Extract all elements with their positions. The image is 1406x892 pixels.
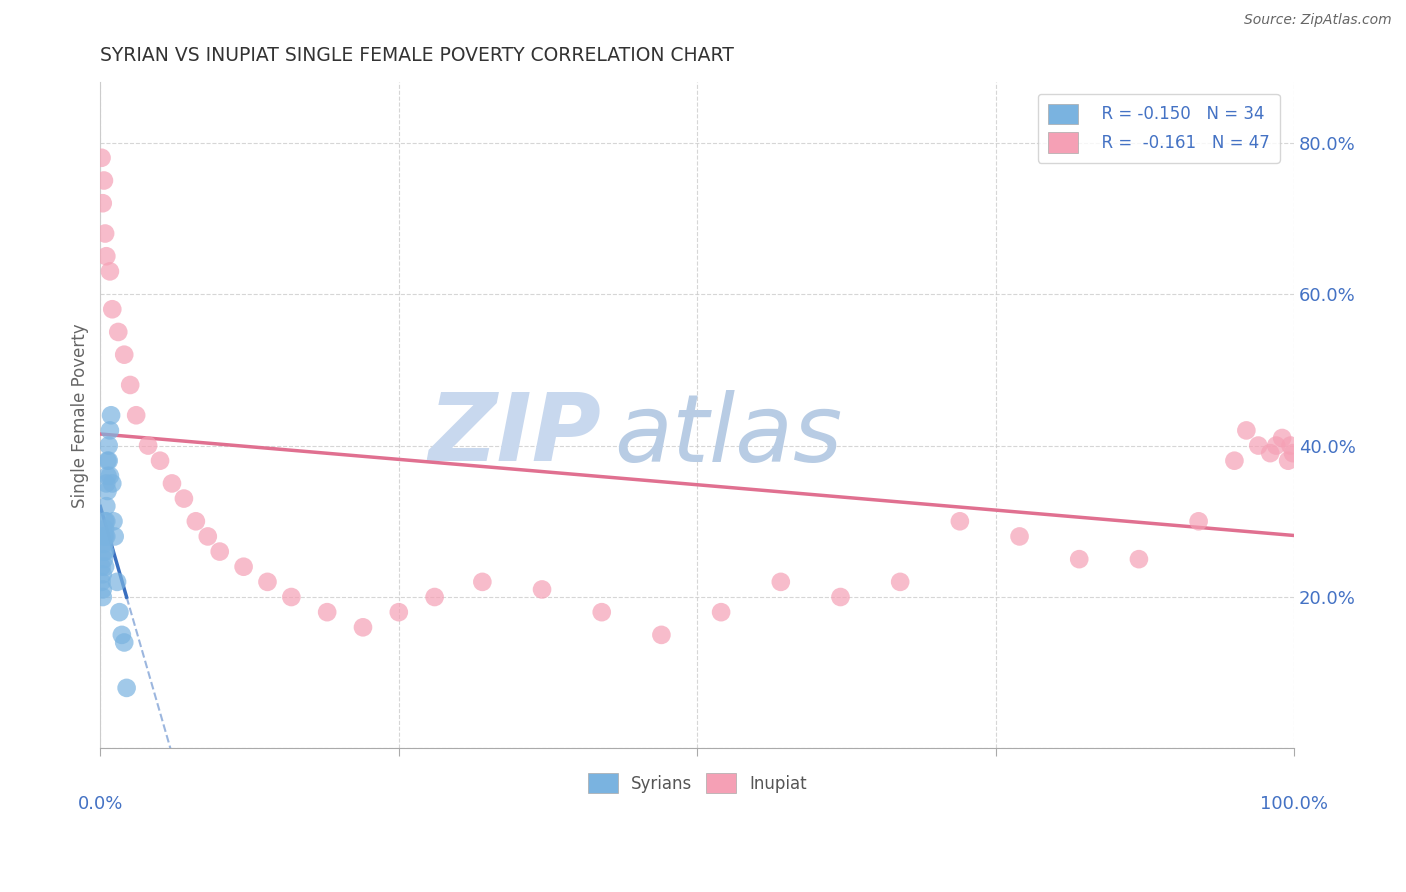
Point bbox=[96, 483, 118, 498]
Point bbox=[93, 544, 115, 558]
Point bbox=[388, 605, 411, 619]
Point bbox=[90, 574, 112, 589]
Point bbox=[316, 605, 339, 619]
Point bbox=[173, 491, 195, 506]
Point bbox=[280, 590, 302, 604]
Point bbox=[650, 628, 672, 642]
Point bbox=[1265, 439, 1288, 453]
Point bbox=[423, 590, 446, 604]
Point bbox=[125, 409, 148, 423]
Point bbox=[94, 544, 117, 558]
Point bbox=[1069, 552, 1091, 566]
Point bbox=[105, 574, 128, 589]
Point bbox=[96, 249, 118, 263]
Point bbox=[98, 264, 121, 278]
Point bbox=[531, 582, 554, 597]
Point bbox=[94, 522, 117, 536]
Point bbox=[108, 605, 131, 619]
Point bbox=[97, 453, 120, 467]
Point bbox=[1277, 453, 1299, 467]
Point bbox=[112, 348, 135, 362]
Point bbox=[1187, 514, 1209, 528]
Point bbox=[1128, 552, 1150, 566]
Point bbox=[97, 439, 120, 453]
Point bbox=[1271, 431, 1294, 445]
Point bbox=[1258, 446, 1281, 460]
Point bbox=[94, 227, 117, 241]
Point bbox=[96, 514, 118, 528]
Point bbox=[91, 196, 114, 211]
Point bbox=[769, 574, 792, 589]
Point bbox=[111, 628, 134, 642]
Point bbox=[1223, 453, 1246, 467]
Point bbox=[149, 453, 172, 467]
Point bbox=[949, 514, 972, 528]
Point bbox=[100, 409, 122, 423]
Point bbox=[591, 605, 613, 619]
Point bbox=[104, 529, 127, 543]
Point bbox=[1008, 529, 1031, 543]
Point bbox=[830, 590, 852, 604]
Point bbox=[197, 529, 219, 543]
Text: 100.0%: 100.0% bbox=[1260, 795, 1329, 814]
Point bbox=[256, 574, 278, 589]
Point bbox=[94, 514, 117, 528]
Point bbox=[98, 468, 121, 483]
Point bbox=[90, 559, 112, 574]
Point bbox=[93, 529, 115, 543]
Point bbox=[94, 529, 117, 543]
Point bbox=[115, 681, 138, 695]
Point bbox=[710, 605, 733, 619]
Point bbox=[101, 302, 124, 317]
Point bbox=[96, 453, 118, 467]
Point bbox=[112, 635, 135, 649]
Point bbox=[1279, 439, 1302, 453]
Point bbox=[96, 468, 118, 483]
Point bbox=[96, 499, 118, 513]
Point bbox=[184, 514, 207, 528]
Text: 0.0%: 0.0% bbox=[77, 795, 124, 814]
Text: Source: ZipAtlas.com: Source: ZipAtlas.com bbox=[1244, 13, 1392, 28]
Point bbox=[160, 476, 183, 491]
Point bbox=[103, 514, 125, 528]
Point bbox=[232, 559, 254, 574]
Point bbox=[1234, 424, 1257, 438]
Point bbox=[90, 151, 112, 165]
Point bbox=[471, 574, 494, 589]
Text: atlas: atlas bbox=[613, 390, 842, 481]
Point bbox=[93, 173, 115, 187]
Point bbox=[208, 544, 231, 558]
Point bbox=[96, 529, 118, 543]
Point bbox=[93, 537, 115, 551]
Point bbox=[91, 590, 114, 604]
Point bbox=[91, 582, 114, 597]
Point bbox=[96, 476, 118, 491]
Point bbox=[1247, 439, 1270, 453]
Point bbox=[889, 574, 911, 589]
Point bbox=[93, 552, 115, 566]
Point bbox=[136, 439, 159, 453]
Point bbox=[91, 567, 114, 582]
Point bbox=[98, 424, 121, 438]
Point bbox=[101, 476, 124, 491]
Point bbox=[1282, 446, 1305, 460]
Point bbox=[107, 325, 129, 339]
Point bbox=[120, 378, 142, 392]
Legend: Syrians, Inupiat: Syrians, Inupiat bbox=[581, 766, 813, 800]
Text: SYRIAN VS INUPIAT SINGLE FEMALE POVERTY CORRELATION CHART: SYRIAN VS INUPIAT SINGLE FEMALE POVERTY … bbox=[100, 46, 734, 65]
Point bbox=[94, 559, 117, 574]
Point bbox=[352, 620, 374, 634]
Y-axis label: Single Female Poverty: Single Female Poverty bbox=[72, 323, 89, 508]
Text: ZIP: ZIP bbox=[429, 389, 602, 482]
